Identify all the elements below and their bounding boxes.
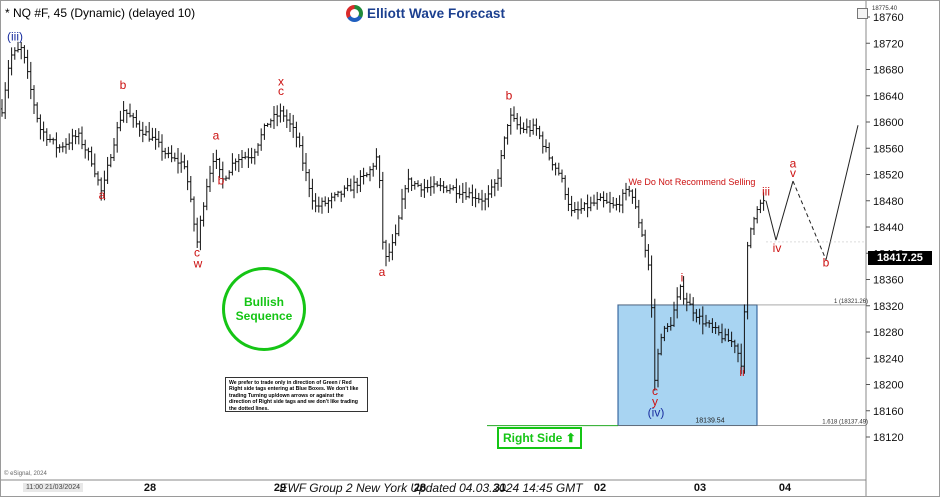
wave-label: v xyxy=(790,166,796,180)
fib-bottom-label: 1.618 (18137.49) xyxy=(822,420,868,426)
y-tick-label: 18240 xyxy=(873,353,904,365)
bullish-line2: Sequence xyxy=(235,309,293,323)
trading-notice: We prefer to trade only in direction of … xyxy=(225,377,368,412)
y-tick-label: 18320 xyxy=(873,301,904,313)
chart-title: * NQ #F, 45 (Dynamic) (delayed 10) xyxy=(5,6,196,20)
wave-label: ii xyxy=(739,365,744,379)
not-recommend-note: We Do Not Recommend Selling xyxy=(629,177,756,187)
x-tick-label: 31 xyxy=(494,482,506,494)
wave-label: x xyxy=(278,74,284,88)
y-tick-label: 18680 xyxy=(873,65,904,77)
wave-label: w xyxy=(193,257,203,271)
brand-logo: Elliott Wave Forecast xyxy=(346,2,505,24)
y-tick-label: 18720 xyxy=(873,38,904,50)
y-tick-label: 18640 xyxy=(873,91,904,103)
wave-label: b xyxy=(506,89,513,103)
wave-label: b xyxy=(120,78,127,92)
y-tick-label: 18160 xyxy=(873,406,904,418)
x-tick-label: 29 xyxy=(274,482,286,494)
wave-label: y xyxy=(652,395,658,409)
projection-dashed-segment xyxy=(792,180,827,261)
x-tick-label: 02 xyxy=(594,482,606,494)
right-side-tag: Right Side ⬆ xyxy=(497,427,582,449)
logo-text: Elliott Wave Forecast xyxy=(367,5,506,21)
blue-box-zone xyxy=(617,304,758,427)
projection-segment xyxy=(825,125,859,260)
last-price-tag: 18417.25 xyxy=(868,251,932,265)
y-tick-label: 18120 xyxy=(873,432,904,444)
window-control-icon[interactable] xyxy=(857,8,868,19)
x-tick-label: 04 xyxy=(779,482,792,494)
wave-label: i xyxy=(681,270,684,284)
y-tick-label: 18280 xyxy=(873,327,904,339)
projection-segment xyxy=(775,180,794,241)
wave-label: c xyxy=(652,384,658,398)
top-price-label: 18775.40 xyxy=(872,6,898,12)
wave-label: a xyxy=(790,156,797,170)
invalidation-value: 18139.54 xyxy=(695,418,724,425)
x-tick-label: 28 xyxy=(144,482,156,494)
y-tick-label: 18520 xyxy=(873,170,904,182)
y-tick-label: 18440 xyxy=(873,222,904,234)
footer-date-tag: 11:00 21/03/2024 xyxy=(23,483,83,492)
wave-label: iii xyxy=(762,185,770,199)
wave-label: (iv) xyxy=(648,406,665,420)
up-arrow-icon: ⬆ xyxy=(565,431,576,445)
wave-label: c xyxy=(194,246,200,260)
wave-label: b xyxy=(218,173,225,187)
x-tick-label: 28 xyxy=(414,482,426,494)
bullish-sequence-badge: Bullish Sequence xyxy=(222,267,306,351)
y-tick-label: 18600 xyxy=(873,117,904,129)
right-side-label: Right Side xyxy=(503,431,563,445)
y-tick-label: 18200 xyxy=(873,380,904,392)
y-tick-label: 18560 xyxy=(873,143,904,155)
x-tick-label: 03 xyxy=(694,482,706,494)
footer-update-text: EWF Group 2 New York Updated 04.03.2024 … xyxy=(279,481,583,495)
y-tick-label: 18360 xyxy=(873,275,904,287)
fib-top-label: 1 (18321.26) xyxy=(834,299,868,305)
wave-label: a xyxy=(213,129,220,143)
logo-icon xyxy=(346,4,363,22)
wave-label: c xyxy=(278,84,284,98)
esignal-copyright: © eSignal, 2024 xyxy=(4,471,47,477)
wave-label: b xyxy=(823,255,830,269)
wave-label: iv xyxy=(773,241,782,255)
bullish-line1: Bullish xyxy=(243,295,284,309)
y-tick-label: 18760 xyxy=(873,12,904,24)
wave-label: (iii) xyxy=(7,30,23,44)
wave-label: a xyxy=(379,265,386,279)
projection-segment xyxy=(765,200,777,241)
y-tick-label: 18480 xyxy=(873,196,904,208)
wave-label: a xyxy=(99,188,106,202)
